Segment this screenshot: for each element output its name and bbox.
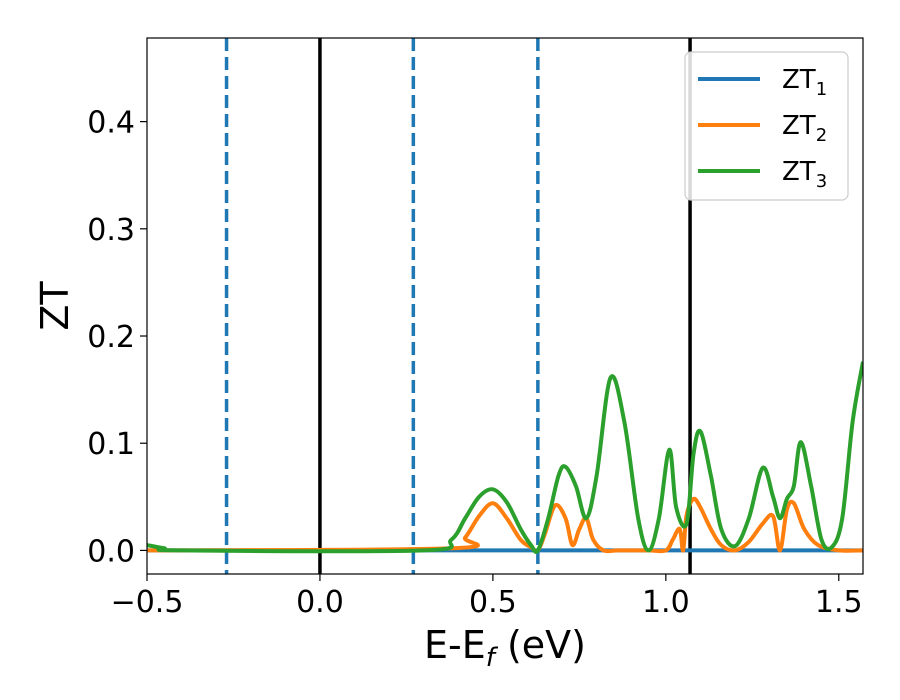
series-layer xyxy=(147,361,863,554)
x-tick-label-1: 0.0 xyxy=(296,585,344,620)
legend: ZT1 ZT2 ZT3 xyxy=(684,51,849,201)
legend-label-3: ZT3 xyxy=(782,157,827,192)
legend-label-2: ZT2 xyxy=(782,111,827,146)
legend-frame xyxy=(684,51,849,201)
x-axis-title: E-Ef (eV) xyxy=(424,623,586,673)
y-tick-label-2: 0.2 xyxy=(87,320,135,355)
series-line-2 xyxy=(147,496,863,554)
x-tick-label-4: 1.5 xyxy=(815,585,863,620)
series-line-3 xyxy=(147,361,863,554)
y-tick-label-4: 0.4 xyxy=(87,106,135,141)
y-tick-label-3: 0.3 xyxy=(87,213,135,248)
plot-frame xyxy=(146,37,864,575)
y-tick-label-0: 0.0 xyxy=(87,534,135,569)
y-axis-title: ZT xyxy=(33,281,77,331)
y-axis-ticks: 0.0 0.1 0.2 0.3 0.4 xyxy=(87,106,147,569)
x-axis-ticks: −0.5 0.0 0.5 1.0 1.5 xyxy=(111,574,863,620)
x-tick-label-0: −0.5 xyxy=(111,585,184,620)
y-tick-label-1: 0.1 xyxy=(87,427,135,462)
x-tick-label-3: 1.0 xyxy=(642,585,690,620)
x-tick-label-2: 0.5 xyxy=(469,585,517,620)
vertical-reference-lines xyxy=(224,38,692,574)
legend-label-1: ZT1 xyxy=(782,65,827,100)
